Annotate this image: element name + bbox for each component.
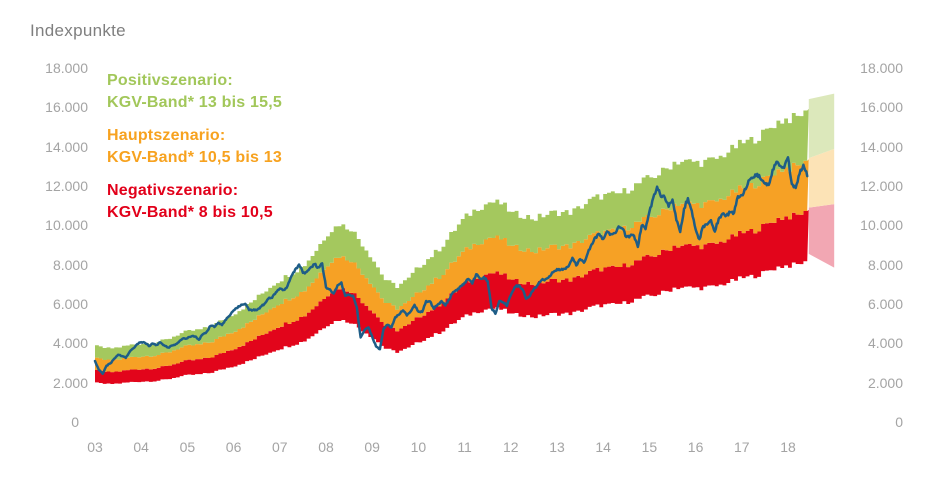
y-axis-label-left-0: 0 bbox=[71, 414, 79, 430]
legend-negativszenario-title: Negativszenario: bbox=[107, 182, 239, 199]
x-axis-label-05: 05 bbox=[179, 439, 196, 455]
y-axis-label-left-4.000: 4.000 bbox=[52, 335, 88, 352]
x-axis-label-06: 06 bbox=[225, 439, 242, 455]
x-axis-label-08: 08 bbox=[318, 439, 334, 455]
chart-title: Indexpunkte bbox=[30, 21, 126, 40]
y-axis-label-left-14.000: 14.000 bbox=[45, 138, 88, 155]
x-axis-label-16: 16 bbox=[687, 439, 704, 455]
legend-negativszenario: Negativszenario: KGV-Band* 8 bis 10,5 bbox=[107, 180, 282, 224]
legend-hauptszenario-title: Hauptszenario: bbox=[107, 127, 226, 144]
y-axis-label-right-6.000: 6.000 bbox=[867, 296, 903, 312]
y-axis-label-right-14.000: 14.000 bbox=[860, 138, 903, 155]
x-axis-label-09: 09 bbox=[364, 439, 380, 455]
y-axis-label-left-2.000: 2.000 bbox=[52, 374, 88, 391]
legend-hauptszenario-range: KGV-Band* 10,5 bis 13 bbox=[107, 149, 282, 166]
y-axis-label-right-0: 0 bbox=[895, 414, 903, 430]
y-axis-label-right-4.000: 4.000 bbox=[867, 335, 903, 352]
y-axis-label-left-8.000: 8.000 bbox=[52, 256, 88, 273]
y-axis-label-right-12.000: 12.000 bbox=[860, 178, 903, 194]
x-axis-label-07: 07 bbox=[272, 439, 288, 455]
y-axis-label-left-12.000: 12.000 bbox=[45, 178, 88, 194]
y-axis-label-right-10.000: 10.000 bbox=[860, 217, 903, 234]
legend-positivszenario-range: KGV-Band* 13 bis 15,5 bbox=[107, 94, 282, 111]
legend-negativszenario-range: KGV-Band* 8 bis 10,5 bbox=[107, 204, 273, 221]
x-axis-label-12: 12 bbox=[503, 439, 519, 455]
y-axis-label-left-6.000: 6.000 bbox=[52, 296, 88, 312]
x-axis-label-04: 04 bbox=[133, 439, 149, 455]
x-axis-label-13: 13 bbox=[549, 439, 565, 455]
y-axis-label-right-16.000: 16.000 bbox=[860, 99, 903, 116]
y-axis-label-left-18.000: 18.000 bbox=[45, 60, 88, 76]
x-axis-label-11: 11 bbox=[457, 439, 472, 455]
legend-positivszenario-title: Positivszenario: bbox=[107, 72, 233, 89]
y-axis-label-right-2.000: 2.000 bbox=[867, 374, 903, 391]
y-axis-label-left-10.000: 10.000 bbox=[45, 217, 88, 234]
legend-hauptszenario: Hauptszenario: KGV-Band* 10,5 bis 13 bbox=[107, 125, 282, 169]
x-axis-label-10: 10 bbox=[410, 439, 427, 455]
x-axis-label-14: 14 bbox=[595, 439, 611, 455]
x-axis-label-03: 03 bbox=[87, 439, 103, 455]
x-axis-label-18: 18 bbox=[780, 439, 796, 455]
y-axis-label-right-18.000: 18.000 bbox=[860, 60, 903, 76]
legend: Positivszenario: KGV-Band* 13 bis 15,5 H… bbox=[107, 70, 282, 235]
x-axis-label-15: 15 bbox=[641, 439, 658, 455]
y-axis-label-left-16.000: 16.000 bbox=[45, 99, 88, 116]
x-axis-label-17: 17 bbox=[734, 439, 750, 455]
legend-positivszenario: Positivszenario: KGV-Band* 13 bis 15,5 bbox=[107, 70, 282, 114]
y-axis-label-right-8.000: 8.000 bbox=[867, 256, 903, 273]
